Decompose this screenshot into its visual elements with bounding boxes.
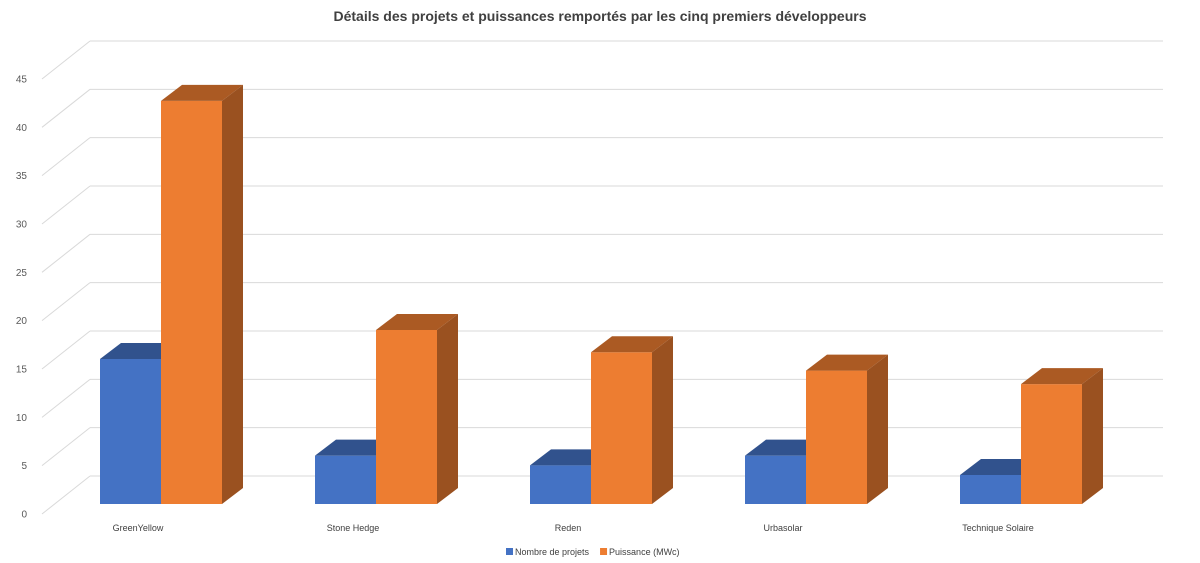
category-label: Stone Hedge <box>327 523 380 533</box>
y-tick-label: 5 <box>21 461 27 472</box>
gridline-side <box>41 233 91 273</box>
legend-label: Puissance (MWc) <box>609 547 680 557</box>
category-label: Technique Solaire <box>962 523 1034 533</box>
gridline-side <box>41 282 91 322</box>
chart-title: Détails des projets et puissances rempor… <box>334 8 867 24</box>
y-tick-label: 25 <box>16 268 28 279</box>
bar-front <box>1021 384 1082 504</box>
bar-puissance <box>376 313 458 504</box>
y-tick-label: 10 <box>16 413 28 424</box>
bar-front <box>376 329 437 504</box>
legend[interactable]: Nombre de projets Puissance (MWc) <box>506 547 680 557</box>
y-tick-label: 30 <box>16 219 28 230</box>
bar-front <box>745 455 806 504</box>
bar-front <box>591 352 652 504</box>
legend-swatch <box>506 548 513 555</box>
bar-front <box>530 465 591 504</box>
bar-puissance <box>806 354 888 504</box>
y-tick-label: 0 <box>21 510 27 521</box>
gridline-side <box>41 330 91 370</box>
bar-front <box>806 370 867 504</box>
y-axis-ticks: 0 5 10 15 20 25 30 35 40 45 <box>16 74 28 520</box>
bar-side <box>437 313 458 504</box>
bar-side <box>222 84 243 504</box>
bar-top <box>591 336 673 353</box>
bar-top <box>806 354 888 371</box>
gridline-side <box>41 40 91 80</box>
bar-top <box>1021 368 1103 385</box>
bar-side <box>867 354 888 504</box>
category-label: Reden <box>555 523 582 533</box>
bar-side <box>652 336 673 504</box>
legend-swatch <box>600 548 608 555</box>
category-labels: GreenYellow Stone Hedge Reden Urbasolar Tech… <box>113 523 1034 533</box>
category-label: Urbasolar <box>763 523 802 533</box>
bar-front <box>960 474 1021 504</box>
y-tick-label: 20 <box>16 316 28 327</box>
y-tick-label: 40 <box>16 123 28 134</box>
bar-top <box>161 84 243 101</box>
legend-label: Nombre de projets <box>515 547 590 557</box>
gridline-side <box>41 137 91 177</box>
legend-item[interactable]: Puissance (MWc) <box>600 547 680 557</box>
bar-puissance <box>591 336 673 504</box>
bar-front <box>161 100 222 504</box>
gridline-side <box>41 427 91 467</box>
gridline-side <box>41 475 91 515</box>
y-tick-label: 45 <box>16 74 28 85</box>
bar-side <box>1082 368 1103 504</box>
bar-front <box>315 455 376 504</box>
y-tick-label: 35 <box>16 171 28 182</box>
bars <box>100 84 1103 504</box>
gridline-side <box>41 185 91 225</box>
legend-item[interactable]: Nombre de projets <box>506 547 590 557</box>
bar-front <box>100 358 161 504</box>
gridline-side <box>41 88 91 128</box>
y-tick-label: 15 <box>16 364 28 375</box>
bar-puissance <box>1021 368 1103 504</box>
gridline-side <box>41 378 91 418</box>
bar-top <box>376 313 458 330</box>
bar-puissance <box>161 84 243 504</box>
category-label: GreenYellow <box>113 523 164 533</box>
